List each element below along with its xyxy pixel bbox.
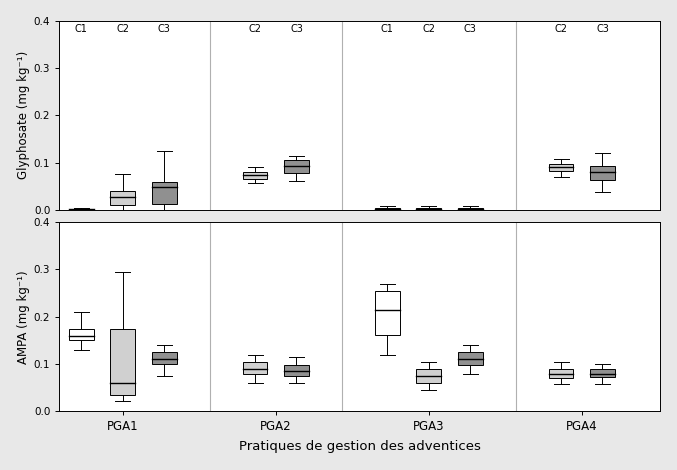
Bar xyxy=(590,166,615,180)
Bar xyxy=(110,191,135,205)
Y-axis label: Glyphosate (mg kg⁻¹): Glyphosate (mg kg⁻¹) xyxy=(17,51,30,180)
Text: C1: C1 xyxy=(381,24,394,34)
Bar xyxy=(284,365,309,376)
Bar xyxy=(152,181,177,204)
Text: C3: C3 xyxy=(464,24,477,34)
Bar xyxy=(458,352,483,365)
Text: C3: C3 xyxy=(290,24,303,34)
Text: C2: C2 xyxy=(554,24,567,34)
Bar xyxy=(548,164,573,171)
Bar xyxy=(69,329,94,340)
Bar xyxy=(242,172,267,179)
Bar xyxy=(590,369,615,377)
Bar xyxy=(69,209,94,211)
Bar xyxy=(458,208,483,210)
Y-axis label: AMPA (mg kg⁻¹): AMPA (mg kg⁻¹) xyxy=(17,270,30,363)
Bar xyxy=(375,208,400,210)
Bar xyxy=(242,362,267,375)
Bar xyxy=(284,160,309,173)
Text: C3: C3 xyxy=(596,24,609,34)
Bar xyxy=(375,290,400,335)
Bar xyxy=(110,329,135,395)
Text: C3: C3 xyxy=(158,24,171,34)
X-axis label: Pratiques de gestion des adventices: Pratiques de gestion des adventices xyxy=(239,440,481,454)
Text: C2: C2 xyxy=(422,24,435,34)
Bar xyxy=(548,369,573,378)
Bar xyxy=(416,369,441,383)
Bar xyxy=(416,208,441,210)
Bar xyxy=(152,352,177,364)
Text: C2: C2 xyxy=(248,24,261,34)
Text: C2: C2 xyxy=(116,24,129,34)
Text: C1: C1 xyxy=(75,24,88,34)
